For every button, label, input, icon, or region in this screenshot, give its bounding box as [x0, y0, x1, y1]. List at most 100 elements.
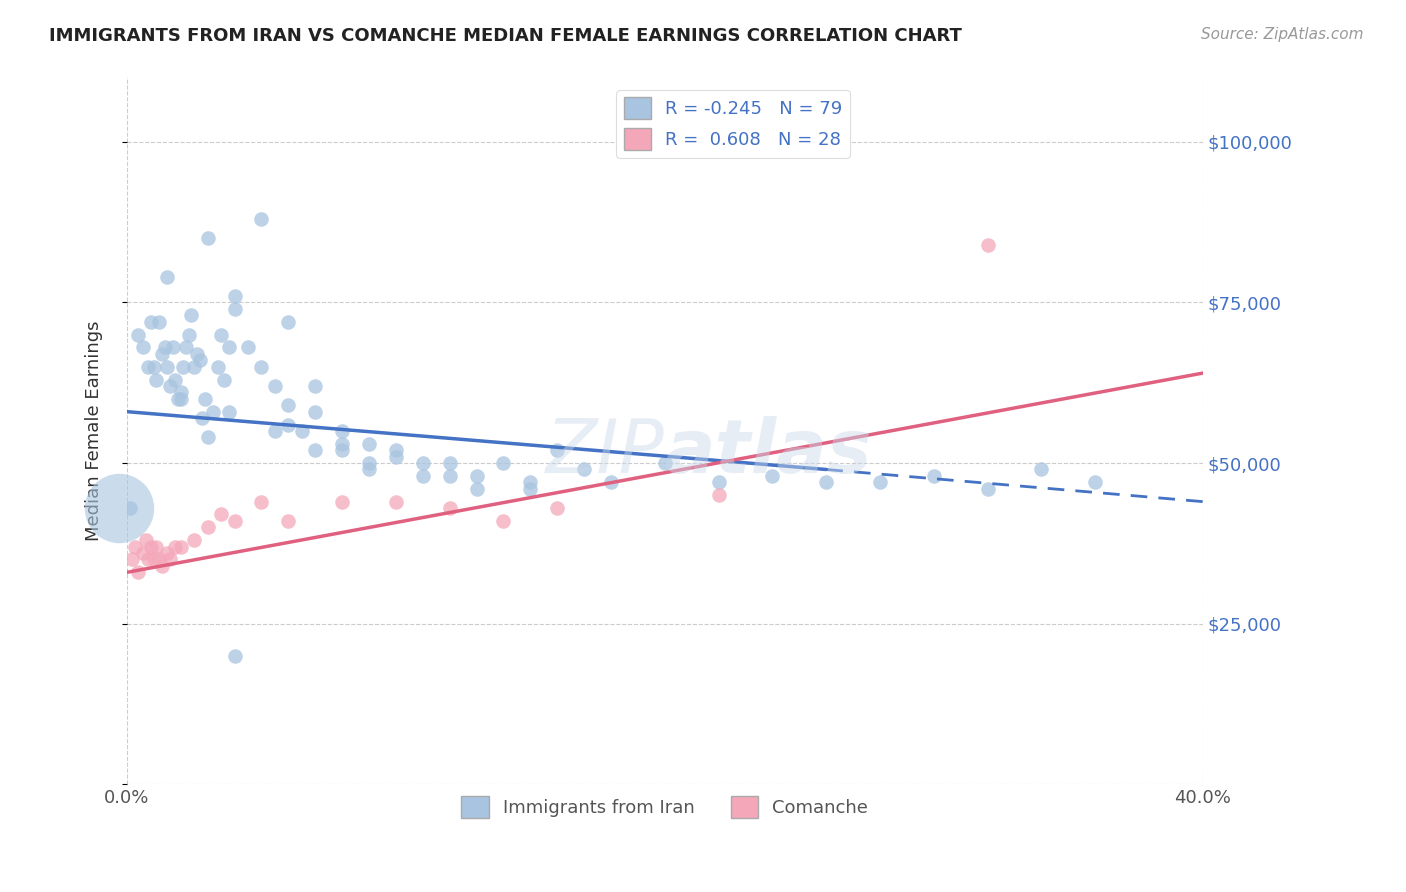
Point [132, 340, 155, 354]
Point [330, 494, 353, 508]
Point [465, 482, 488, 496]
Point [277, 514, 299, 528]
Point [707, 488, 730, 502]
Point [654, 456, 676, 470]
Point [170, 385, 193, 400]
Point [165, 372, 187, 386]
Point [183, 533, 205, 548]
Point [174, 340, 197, 354]
Point [138, 552, 160, 566]
Point [304, 443, 326, 458]
Point [330, 437, 353, 451]
Point [150, 347, 173, 361]
Y-axis label: Median Female Earnings: Median Female Earnings [86, 321, 103, 541]
Point [194, 392, 217, 406]
Point [439, 469, 461, 483]
Point [263, 424, 285, 438]
Point [439, 456, 461, 470]
Point [330, 424, 353, 438]
Point [159, 379, 181, 393]
Point [218, 404, 240, 418]
Point [177, 327, 200, 342]
Point [922, 469, 945, 483]
Point [263, 379, 285, 393]
Point [156, 269, 179, 284]
Point [572, 462, 595, 476]
Point [124, 540, 146, 554]
Point [191, 411, 214, 425]
Point [209, 327, 232, 342]
Point [291, 424, 314, 438]
Point [412, 456, 434, 470]
Point [224, 301, 246, 316]
Point [519, 482, 541, 496]
Point [186, 347, 208, 361]
Point [250, 494, 273, 508]
Point [197, 430, 219, 444]
Point [159, 552, 181, 566]
Point [145, 372, 167, 386]
Point [224, 648, 246, 663]
Point [546, 501, 568, 516]
Point [357, 462, 380, 476]
Point [439, 501, 461, 516]
Point [180, 308, 202, 322]
Point [357, 437, 380, 451]
Point [148, 552, 170, 566]
Point [277, 417, 299, 432]
Point [142, 359, 165, 374]
Point [148, 315, 170, 329]
Point [139, 315, 162, 329]
Point [385, 443, 408, 458]
Point [197, 520, 219, 534]
Point [465, 469, 488, 483]
Point [492, 456, 515, 470]
Point [108, 501, 131, 516]
Text: IMMIGRANTS FROM IRAN VS COMANCHE MEDIAN FEMALE EARNINGS CORRELATION CHART: IMMIGRANTS FROM IRAN VS COMANCHE MEDIAN … [49, 27, 962, 45]
Point [139, 540, 162, 554]
Point [188, 353, 211, 368]
Point [121, 552, 143, 566]
Point [357, 456, 380, 470]
Point [118, 501, 141, 516]
Point [600, 475, 623, 490]
Point [224, 289, 246, 303]
Point [142, 552, 165, 566]
Point [385, 450, 408, 464]
Point [412, 469, 434, 483]
Point [519, 475, 541, 490]
Point [183, 359, 205, 374]
Point [250, 211, 273, 226]
Point [707, 475, 730, 490]
Point [277, 398, 299, 412]
Point [869, 475, 891, 490]
Point [492, 514, 515, 528]
Point [209, 508, 232, 522]
Legend: Immigrants from Iran, Comanche: Immigrants from Iran, Comanche [454, 789, 876, 825]
Point [250, 359, 273, 374]
Point [153, 340, 176, 354]
Point [138, 359, 160, 374]
Point [156, 546, 179, 560]
Text: ZIP: ZIP [546, 417, 665, 488]
Point [207, 359, 229, 374]
Point [761, 469, 783, 483]
Point [145, 540, 167, 554]
Point [172, 359, 194, 374]
Text: atlas: atlas [665, 416, 872, 489]
Point [1031, 462, 1053, 476]
Point [546, 443, 568, 458]
Point [167, 392, 190, 406]
Point [127, 327, 149, 342]
Point [212, 372, 235, 386]
Point [135, 533, 157, 548]
Point [815, 475, 838, 490]
Point [132, 546, 155, 560]
Point [201, 404, 224, 418]
Point [197, 231, 219, 245]
Point [165, 540, 187, 554]
Point [304, 379, 326, 393]
Point [127, 566, 149, 580]
Point [277, 315, 299, 329]
Point [162, 340, 184, 354]
